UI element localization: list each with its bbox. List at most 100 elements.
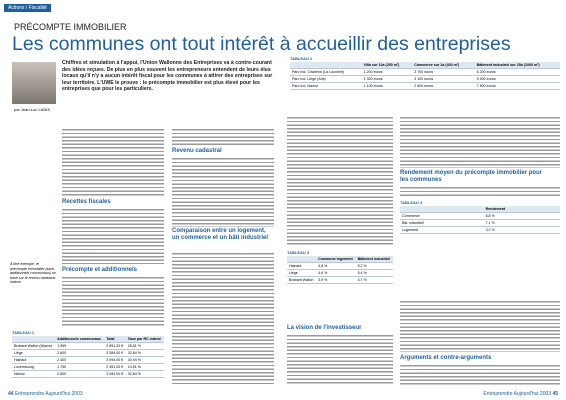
body-text (172, 252, 274, 384)
table: Additionnels communaux Total Taux par RC i… (12, 336, 164, 378)
table-label: TABLEAU 1 (12, 330, 35, 335)
cell: 2 600 (55, 349, 105, 357)
table: Villa sur 12a (250 m²) Commerce sur 2a (4… (290, 62, 560, 90)
cell: Liège (12, 349, 56, 357)
body-text (287, 116, 393, 246)
magazine: Entreprendre Aujourd'hui 2003 (14, 391, 83, 397)
heading: Arguments et contre-arguments (400, 355, 492, 361)
table: Commune logement Bâtiment industriel Haina… (287, 256, 393, 284)
cell: 4,8 % (316, 262, 356, 270)
table-row: Parc Ind. Charleroi (La Louvière) 1 200 e… (290, 68, 560, 76)
table-row: Brabant Wallon (Wavre) 1 959 2 851,20 €28,… (12, 342, 164, 350)
cell: 3 284,00 € (104, 349, 126, 357)
header-cell: Additionnels communaux (55, 336, 105, 343)
header-cell: Bâtiment industriel (355, 256, 393, 263)
cell: 2 600 euros (412, 82, 475, 90)
footer: 44 Entreprendre Aujourd'hui 2003 (8, 391, 83, 397)
table-label: TABLEAU 3 (287, 250, 310, 255)
kicker: PRÉCOMPTE IMMOBILIER (14, 22, 127, 32)
table: Rendement Commerce 6,8 % Bât. industriel 7,1… (400, 206, 560, 234)
cell: 28,51 % (125, 342, 164, 350)
body-text (400, 300, 560, 352)
heading: Revenu cadastral (172, 148, 222, 154)
cell: Brabant Wallon (287, 276, 317, 284)
cell: Namur (12, 370, 56, 378)
header-cell (287, 256, 317, 263)
caption: À titre exemple, le précompte immobilier… (10, 262, 56, 285)
body-text (62, 276, 164, 326)
table-header: Additionnels communaux Total Taux par RC i… (12, 336, 164, 343)
cell: Hainaut (287, 262, 317, 270)
cell: 2 851,20 € (104, 342, 126, 350)
cell: 9 400 euros (474, 75, 560, 83)
cell: Commerce (400, 212, 484, 220)
table-row: Parc Ind. Liège (Ans) 1 300 euros 3 100 eu… (290, 75, 560, 83)
page-number: 45 (552, 391, 558, 397)
body-text (287, 334, 393, 384)
cell: Parc Ind. Namur (290, 82, 362, 90)
table-row: Hainaut 4,8 % 5,2 % (287, 262, 393, 270)
table-row: Logement 3,2 % (400, 226, 560, 234)
cell: 2 400 (55, 356, 105, 364)
body-text (400, 186, 560, 198)
cell: 1 100 euros (361, 82, 413, 90)
body-text (400, 116, 560, 168)
header-cell: Bâtiment industriel sur 25a (1000 m²) (474, 62, 560, 69)
cell: Parc Ind. Charleroi (La Louvière) (290, 68, 362, 76)
heading: Recettes fiscales (62, 199, 111, 205)
heading: Comparaison entre un logement, un commer… (172, 228, 269, 241)
heading: Rendement moyen du précompte immobilier … (400, 170, 543, 183)
table-row: Parc Ind. Namur 1 100 euros 2 600 euros 7 8… (290, 82, 560, 90)
header-cell (290, 62, 362, 69)
header-cell: Rendement (483, 206, 560, 213)
cell: Logement (400, 226, 484, 234)
body-text (172, 157, 274, 227)
header-cell (12, 336, 56, 343)
cell: 2 451,00 € (104, 363, 126, 371)
cell: 3,2 % (483, 226, 560, 234)
table-label: TABLEAU 2 (290, 56, 313, 61)
table-header: Commune logement Bâtiment industriel (287, 256, 393, 263)
body-text (172, 128, 274, 146)
cell: 3,9 % (316, 276, 356, 284)
cell: 7,1 % (483, 219, 560, 227)
cell: 3 100 euros (412, 75, 475, 83)
footer: Entreprendre Aujourd'hui 2003 45 (483, 391, 558, 397)
heading: La vision de l'investisseur (287, 325, 362, 331)
cell: 3 094,00 € (104, 356, 126, 364)
heading: Précompte et additionnels (62, 267, 138, 273)
author: par Jean-Luc LANIS (14, 107, 51, 112)
cell: 2 700 euros (412, 68, 475, 76)
cell: 1 750 (55, 363, 105, 371)
cell: 2 600 (55, 370, 105, 378)
table-row: Namur 2 600 3 284,00 €32,84 % (12, 370, 164, 378)
header-cell: Villa sur 12a (250 m²) (361, 62, 413, 69)
page-number: 44 (8, 391, 14, 397)
cell: Hainaut (12, 356, 56, 364)
header-cell (400, 206, 484, 213)
cell: 32,84 % (125, 349, 164, 357)
cell: 1 300 euros (361, 75, 413, 83)
cell: 5,2 % (355, 262, 393, 270)
intro: Chiffres et simulation à l'appui, l'Unio… (62, 60, 273, 93)
table-row: Liège 4,6 % 5,4 % (287, 269, 393, 277)
cell: Luxembourg (12, 363, 56, 371)
header-cell: Taux par RC indexé (125, 336, 164, 343)
table-header: Villa sur 12a (250 m²) Commerce sur 2a (4… (290, 62, 560, 69)
table-row: Bât. industriel 7,1 % (400, 219, 560, 227)
author-photo (12, 62, 56, 104)
table-row: Hainaut 2 400 3 094,00 €30,94 % (12, 356, 164, 364)
cell: 3 284,00 € (104, 370, 126, 378)
table-row: Brabant Wallon 3,9 % 4,7 % (287, 276, 393, 284)
cell: 5,4 % (355, 269, 393, 277)
cell: Parc Ind. Liège (Ans) (290, 75, 362, 83)
header-cell: Total (104, 336, 126, 343)
cell: 4,7 % (355, 276, 393, 284)
table-label: TABLEAU 4 (400, 200, 423, 205)
table-row: Liège 2 600 3 284,00 €32,84 % (12, 349, 164, 357)
cell: 6,8 % (483, 212, 560, 220)
cell: 30,94 % (125, 356, 164, 364)
cell: 1 200 euros (361, 68, 413, 76)
header-cell: Commune logement (316, 256, 356, 263)
